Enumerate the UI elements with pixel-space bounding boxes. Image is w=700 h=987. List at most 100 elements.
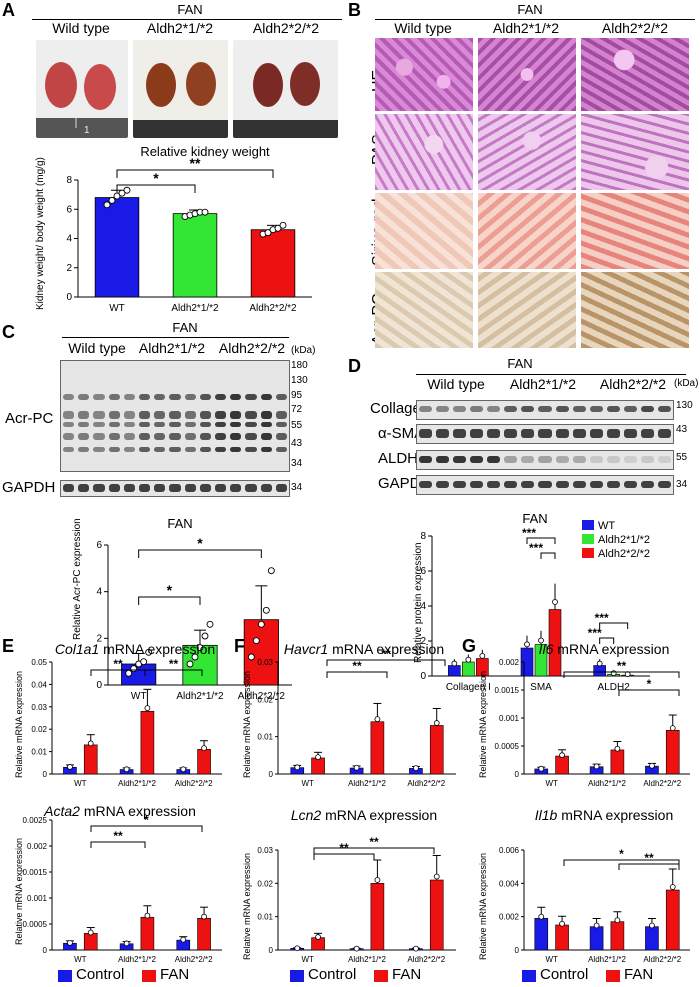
data-point — [247, 653, 255, 661]
chart-title: Il1b mRNA expression — [535, 807, 674, 823]
chart-c: FAN Relative Acr-PC expression 0 2 4 6 WT Ald… — [72, 516, 292, 700]
y-axis-label: Relative mRNA expression — [242, 853, 252, 960]
blot-band — [657, 428, 671, 438]
legend-label: WT — [598, 520, 615, 532]
x-tick-label: Aldh2*2/*2 — [238, 691, 286, 700]
x-tick-label: WT — [131, 691, 147, 700]
blot-band — [215, 394, 227, 400]
blot-band — [123, 446, 135, 452]
legend-fan-label-e: FAN — [160, 966, 190, 983]
significance-bracket — [90, 841, 146, 848]
legend-swatch — [582, 520, 594, 530]
x-tick-label: Aldh2*1/*2 — [348, 955, 386, 964]
blot-band — [230, 410, 242, 419]
panel-label-d: D — [348, 356, 361, 376]
chart-e2: Acta2 mRNA expression Relative mRNA expre… — [14, 803, 222, 964]
significance-bracket — [563, 671, 680, 678]
blot-band — [93, 410, 105, 419]
gapdh-blot-c — [60, 480, 290, 497]
blot-band — [230, 394, 242, 400]
histology-acrpc-hom — [581, 272, 689, 348]
blot-band — [169, 432, 181, 440]
blot-band — [154, 394, 166, 400]
blot-band — [154, 484, 166, 492]
blot-band — [93, 421, 105, 427]
blot-band — [93, 446, 105, 452]
blot-band — [589, 480, 603, 488]
data-point — [274, 224, 282, 232]
data-point — [206, 620, 214, 628]
blot-band — [169, 446, 181, 452]
blot-band — [260, 410, 272, 419]
data-point — [87, 929, 94, 936]
significance-bracket — [326, 659, 446, 666]
bar — [140, 916, 155, 951]
blot-band — [93, 432, 105, 440]
blot-band — [436, 405, 450, 412]
y-tick-label: 0.01 — [31, 748, 47, 757]
data-point — [413, 945, 419, 952]
chart-a-title: Relative kidney weight — [140, 144, 270, 159]
x-tick-label: Aldh2*2/*2 — [407, 955, 445, 964]
blot-band — [538, 480, 552, 488]
legend-label: Aldh2*1/*2 — [598, 534, 650, 546]
marker-95: 95 — [291, 390, 303, 401]
data-point — [353, 764, 360, 771]
data-point — [315, 754, 321, 761]
data-point — [108, 197, 116, 204]
blot-band — [538, 405, 552, 412]
blot-band — [504, 480, 518, 488]
marker-130: 130 — [291, 375, 308, 386]
chart-a-ylabel: Kidney weight/ body weight (mg/g) — [35, 157, 46, 310]
chart-c-title: FAN — [167, 516, 192, 531]
significance-label: ** — [352, 659, 362, 673]
legend-control-label-g: Control — [540, 966, 589, 983]
panel-a-fan-line — [32, 19, 342, 20]
chart-d-ylabel: Relative protein expression — [413, 542, 424, 663]
chart-title: Il6 mRNA expression — [539, 641, 670, 657]
y-tick-label: 0 — [269, 946, 274, 955]
bar — [534, 918, 549, 951]
significance-bracket — [313, 853, 375, 860]
blot-band — [199, 394, 211, 400]
y-tick-label: 0.03 — [257, 846, 273, 855]
blot-band — [275, 432, 287, 440]
significance-label: ** — [113, 657, 123, 671]
bar — [197, 917, 211, 951]
data-point — [67, 940, 73, 946]
chart-f2: Lcn2 mRNA expression Relative mRNA expres… — [242, 807, 456, 964]
significance-bracket — [563, 859, 680, 866]
blot-band — [245, 394, 257, 400]
blot-band — [419, 428, 433, 438]
data-point — [145, 648, 153, 656]
panel-a-fan-header: FAN — [177, 2, 203, 17]
data-point — [201, 913, 207, 920]
y-tick-label: 2 — [66, 263, 72, 274]
bar — [83, 933, 98, 951]
data-point — [180, 766, 187, 773]
x-tick-label: WT — [109, 303, 125, 314]
blot-band — [640, 480, 654, 488]
panel-c-hom-header: Aldh2*2/*2 — [218, 340, 286, 356]
blot-band — [215, 421, 227, 427]
data-point — [186, 660, 194, 668]
data-point — [524, 641, 530, 648]
data-point — [123, 940, 130, 947]
significance-label: ** — [381, 647, 391, 661]
blot-band — [63, 394, 75, 400]
blot-band — [436, 428, 450, 438]
blot-band — [275, 446, 287, 452]
chart-title: Lcn2 mRNA expression — [291, 807, 437, 823]
significance-bracket — [540, 552, 556, 559]
data-point — [87, 740, 94, 747]
histology-pas-het — [478, 114, 576, 190]
blot-band — [63, 421, 75, 427]
marker-d-55: 55 — [676, 452, 688, 463]
blot-band — [606, 405, 620, 412]
significance-bracket — [116, 184, 196, 193]
y-tick-label: 0 — [515, 770, 520, 779]
y-tick-label: 0.0015 — [23, 868, 48, 877]
data-point — [614, 745, 621, 752]
marker-43: 43 — [291, 438, 303, 449]
y-tick-label: 0.05 — [31, 658, 47, 667]
